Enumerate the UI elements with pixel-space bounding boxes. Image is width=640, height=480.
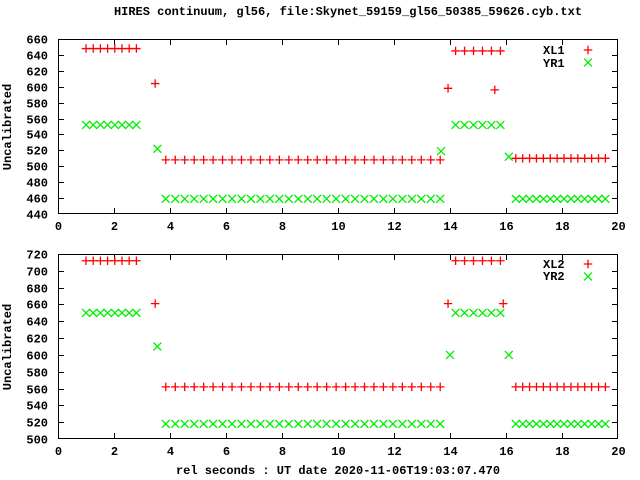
svg-text:16: 16 — [499, 220, 513, 234]
svg-text:660: 660 — [26, 34, 48, 48]
svg-text:700: 700 — [26, 266, 48, 280]
svg-text:460: 460 — [26, 193, 48, 207]
svg-text:18: 18 — [555, 445, 569, 459]
svg-text:440: 440 — [26, 209, 48, 223]
svg-text:14: 14 — [443, 220, 457, 234]
svg-text:0: 0 — [55, 220, 62, 234]
svg-text:8: 8 — [279, 445, 286, 459]
svg-text:16: 16 — [499, 445, 513, 459]
svg-text:8: 8 — [279, 220, 286, 234]
svg-text:680: 680 — [26, 283, 48, 297]
svg-text:520: 520 — [26, 417, 48, 431]
svg-text:YR1: YR1 — [543, 57, 565, 71]
svg-text:XL1: XL1 — [543, 44, 565, 58]
svg-text:HIRES continuum, gl56, file:Sk: HIRES continuum, gl56, file:Skynet_59159… — [114, 5, 582, 19]
svg-text:500: 500 — [26, 161, 48, 175]
svg-text:6: 6 — [223, 445, 230, 459]
svg-text:20: 20 — [611, 445, 625, 459]
svg-text:YR2: YR2 — [543, 270, 565, 284]
svg-text:2: 2 — [111, 445, 118, 459]
svg-text:580: 580 — [26, 367, 48, 381]
svg-text:540: 540 — [26, 400, 48, 414]
svg-text:0: 0 — [55, 445, 62, 459]
svg-text:600: 600 — [26, 82, 48, 96]
svg-text:12: 12 — [387, 220, 401, 234]
svg-text:560: 560 — [26, 114, 48, 128]
svg-text:540: 540 — [26, 129, 48, 143]
svg-text:620: 620 — [26, 333, 48, 347]
svg-text:6: 6 — [223, 220, 230, 234]
svg-text:Uncalibrated: Uncalibrated — [1, 84, 15, 170]
svg-text:Uncalibrated: Uncalibrated — [1, 304, 15, 390]
svg-text:500: 500 — [26, 434, 48, 448]
svg-text:600: 600 — [26, 350, 48, 364]
svg-text:12: 12 — [387, 445, 401, 459]
svg-text:20: 20 — [611, 220, 625, 234]
svg-text:4: 4 — [167, 445, 174, 459]
svg-text:10: 10 — [331, 445, 345, 459]
svg-text:580: 580 — [26, 98, 48, 112]
svg-text:14: 14 — [443, 445, 457, 459]
svg-text:2: 2 — [111, 220, 118, 234]
svg-text:10: 10 — [331, 220, 345, 234]
svg-text:18: 18 — [555, 220, 569, 234]
svg-text:480: 480 — [26, 177, 48, 191]
svg-text:640: 640 — [26, 316, 48, 330]
svg-text:640: 640 — [26, 50, 48, 64]
svg-text:720: 720 — [26, 249, 48, 263]
svg-text:560: 560 — [26, 384, 48, 398]
svg-text:620: 620 — [26, 66, 48, 80]
svg-text:660: 660 — [26, 299, 48, 313]
svg-text:520: 520 — [26, 145, 48, 159]
svg-text:4: 4 — [167, 220, 174, 234]
svg-text:rel seconds : UT date 2020-11-: rel seconds : UT date 2020-11-06T19:03:0… — [176, 464, 500, 478]
